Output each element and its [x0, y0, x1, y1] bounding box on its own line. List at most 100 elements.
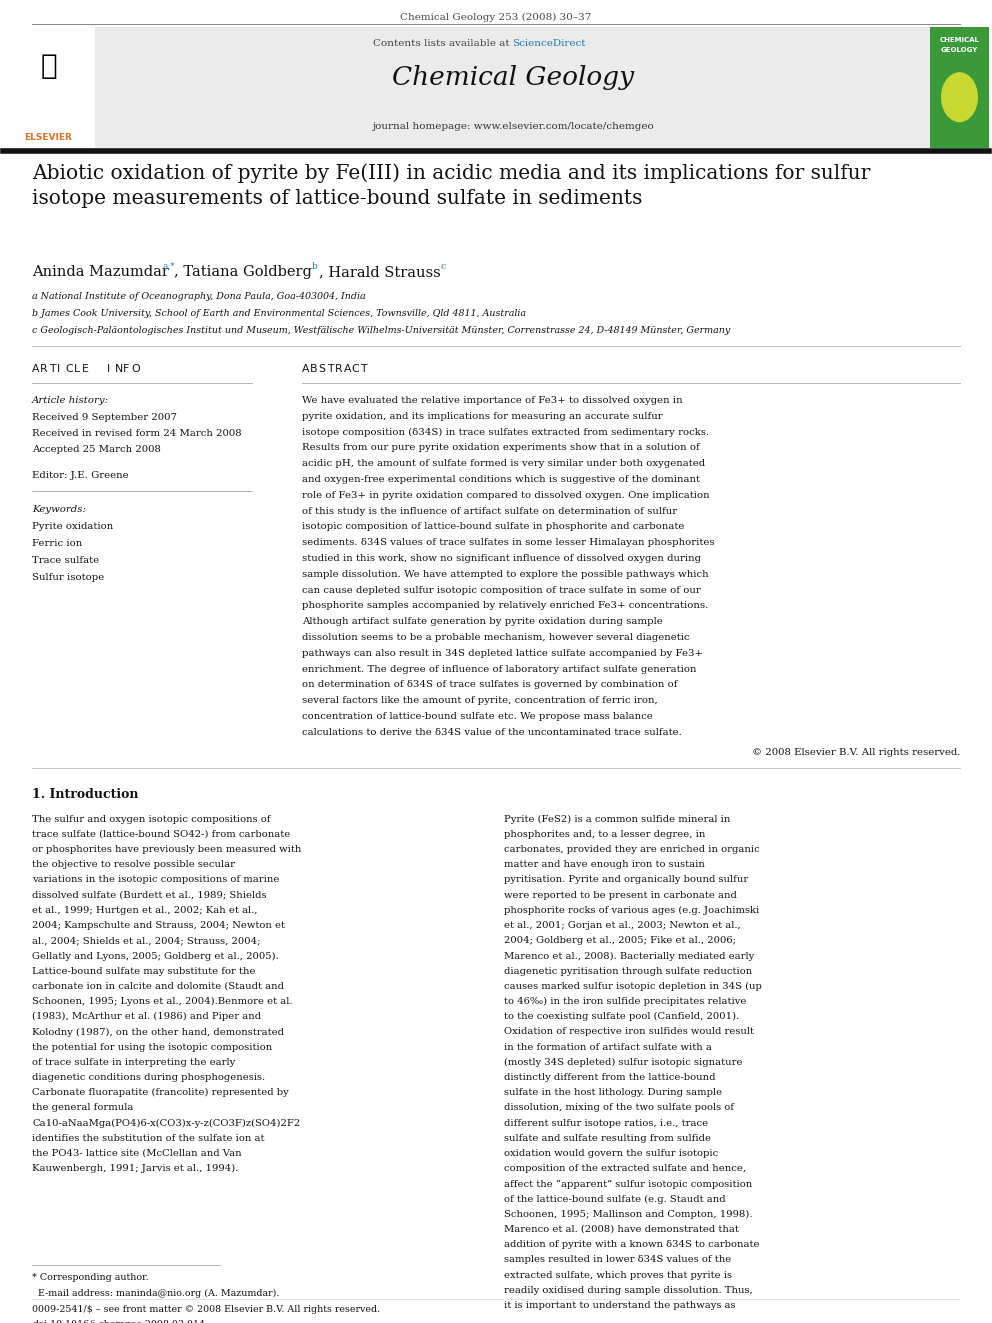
Text: 0009-2541/$ – see front matter © 2008 Elsevier B.V. All rights reserved.: 0009-2541/$ – see front matter © 2008 El…	[32, 1304, 380, 1314]
Text: ScienceDirect: ScienceDirect	[513, 38, 586, 48]
Text: 1. Introduction: 1. Introduction	[32, 787, 139, 800]
Text: et al., 2001; Gorjan et al., 2003; Newton et al.,: et al., 2001; Gorjan et al., 2003; Newto…	[504, 921, 741, 930]
Text: Although artifact sulfate generation by pyrite oxidation during sample: Although artifact sulfate generation by …	[302, 618, 663, 626]
Text: Abiotic oxidation of pyrite by Fe(III) in acidic media and its implications for : Abiotic oxidation of pyrite by Fe(III) i…	[32, 163, 870, 209]
Text: different sulfur isotope ratios, i.e., trace: different sulfur isotope ratios, i.e., t…	[504, 1119, 708, 1127]
Text: (1983), McArthur et al. (1986) and Piper and: (1983), McArthur et al. (1986) and Piper…	[32, 1012, 261, 1021]
Text: F: F	[123, 364, 130, 374]
Text: can cause depleted sulfur isotopic composition of trace sulfate in some of our: can cause depleted sulfur isotopic compo…	[302, 586, 700, 594]
Text: c: c	[440, 262, 445, 271]
Text: sulfate and sulfate resulting from sulfide: sulfate and sulfate resulting from sulfi…	[504, 1134, 711, 1143]
Text: doi:10.1016/j.chemgeo.2008.03.014: doi:10.1016/j.chemgeo.2008.03.014	[32, 1320, 205, 1323]
Text: dissolved sulfate (Burdett et al., 1989; Shields: dissolved sulfate (Burdett et al., 1989;…	[32, 890, 267, 900]
Text: of this study is the influence of artifact sulfate on determination of sulfur: of this study is the influence of artifa…	[302, 507, 678, 516]
Text: Received 9 September 2007: Received 9 September 2007	[32, 413, 177, 422]
Text: dissolution, mixing of the two sulfate pools of: dissolution, mixing of the two sulfate p…	[504, 1103, 734, 1113]
Text: N: N	[115, 364, 123, 374]
Text: R: R	[41, 364, 48, 374]
Text: to the coexisting sulfate pool (Canfield, 2001).: to the coexisting sulfate pool (Canfield…	[504, 1012, 739, 1021]
Text: studied in this work, show no significant influence of dissolved oxygen during: studied in this work, show no significan…	[302, 554, 701, 564]
Text: or phosphorites have previously been measured with: or phosphorites have previously been mea…	[32, 845, 302, 855]
Text: B: B	[310, 364, 317, 374]
Text: journal homepage: www.elsevier.com/locate/chemgeo: journal homepage: www.elsevier.com/locat…	[372, 122, 654, 131]
Text: 🌲: 🌲	[41, 52, 57, 79]
Text: carbonates, provided they are enriched in organic: carbonates, provided they are enriched i…	[504, 845, 760, 855]
Text: ELSEVIER: ELSEVIER	[25, 134, 72, 143]
Text: variations in the isotopic compositions of marine: variations in the isotopic compositions …	[32, 876, 280, 884]
Text: the general formula: the general formula	[32, 1103, 133, 1113]
Text: al., 2004; Shields et al., 2004; Strauss, 2004;: al., 2004; Shields et al., 2004; Strauss…	[32, 937, 261, 945]
Text: Ferric ion: Ferric ion	[32, 538, 82, 548]
Text: sample dissolution. We have attempted to explore the possible pathways which: sample dissolution. We have attempted to…	[302, 570, 708, 578]
Text: Keywords:: Keywords:	[32, 505, 86, 515]
Ellipse shape	[941, 73, 978, 122]
Text: acidic pH, the amount of sulfate formed is very similar under both oxygenated: acidic pH, the amount of sulfate formed …	[302, 459, 705, 468]
Text: role of Fe3+ in pyrite oxidation compared to dissolved oxygen. One implication: role of Fe3+ in pyrite oxidation compare…	[302, 491, 709, 500]
Text: several factors like the amount of pyrite, concentration of ferric iron,: several factors like the amount of pyrit…	[302, 696, 658, 705]
Text: distinctly different from the lattice-bound: distinctly different from the lattice-bo…	[504, 1073, 715, 1082]
Text: A: A	[32, 364, 40, 374]
Text: 2004; Kampschulte and Strauss, 2004; Newton et: 2004; Kampschulte and Strauss, 2004; New…	[32, 921, 285, 930]
Text: the PO43- lattice site (McClellan and Van: the PO43- lattice site (McClellan and Va…	[32, 1148, 242, 1158]
Text: The sulfur and oxygen isotopic compositions of: The sulfur and oxygen isotopic compositi…	[32, 815, 271, 824]
Text: Oxidation of respective iron sulfides would result: Oxidation of respective iron sulfides wo…	[504, 1028, 754, 1036]
Text: the potential for using the isotopic composition: the potential for using the isotopic com…	[32, 1043, 272, 1052]
Text: of the lattice-bound sulfate (e.g. Staudt and: of the lattice-bound sulfate (e.g. Staud…	[504, 1195, 725, 1204]
Text: causes marked sulfur isotopic depletion in 34S (up: causes marked sulfur isotopic depletion …	[504, 982, 762, 991]
Text: phosphorite rocks of various ages (e.g. Joachimski: phosphorite rocks of various ages (e.g. …	[504, 906, 759, 916]
Text: Article history:: Article history:	[32, 396, 109, 405]
Text: isotope composition (δ34S) in trace sulfates extracted from sedimentary rocks.: isotope composition (δ34S) in trace sulf…	[302, 427, 709, 437]
Text: Marenco et al. (2008) have demonstrated that: Marenco et al. (2008) have demonstrated …	[504, 1225, 739, 1234]
Text: * Corresponding author.: * Corresponding author.	[32, 1273, 149, 1282]
Text: diagenetic conditions during phosphogenesis.: diagenetic conditions during phosphogene…	[32, 1073, 265, 1082]
Text: Chemical Geology: Chemical Geology	[392, 65, 634, 90]
Text: Schoonen, 1995; Mallinson and Compton, 1998).: Schoonen, 1995; Mallinson and Compton, 1…	[504, 1209, 753, 1218]
Text: phosphorite samples accompanied by relatively enriched Fe3+ concentrations.: phosphorite samples accompanied by relat…	[302, 602, 708, 610]
Bar	[95, 26, 930, 148]
Text: oxidation would govern the sulfur isotopic: oxidation would govern the sulfur isotop…	[504, 1148, 718, 1158]
Text: it is important to understand the pathways as: it is important to understand the pathwa…	[504, 1301, 735, 1310]
Bar	[3, 26, 93, 148]
Text: Gellatly and Lyons, 2005; Goldberg et al., 2005).: Gellatly and Lyons, 2005; Goldberg et al…	[32, 951, 279, 960]
Text: Chemical Geology 253 (2008) 30–37: Chemical Geology 253 (2008) 30–37	[401, 13, 591, 22]
Text: Marenco et al., 2008). Bacterially mediated early: Marenco et al., 2008). Bacterially media…	[504, 951, 754, 960]
Text: were reported to be present in carbonate and: were reported to be present in carbonate…	[504, 890, 737, 900]
Text: a National Institute of Oceanography, Dona Paula, Goa-403004, India: a National Institute of Oceanography, Do…	[32, 292, 366, 302]
Text: affect the “apparent” sulfur isotopic composition: affect the “apparent” sulfur isotopic co…	[504, 1179, 752, 1189]
Text: diagenetic pyritisation through sulfate reduction: diagenetic pyritisation through sulfate …	[504, 967, 752, 975]
Text: Carbonate fluorapatite (francolite) represented by: Carbonate fluorapatite (francolite) repr…	[32, 1089, 289, 1097]
Text: 2004; Goldberg et al., 2005; Fike et al., 2006;: 2004; Goldberg et al., 2005; Fike et al.…	[504, 937, 736, 945]
Text: a,*: a,*	[162, 262, 175, 271]
Text: E-mail address: maninda@nio.org (A. Mazumdar).: E-mail address: maninda@nio.org (A. Mazu…	[32, 1289, 280, 1298]
Text: A: A	[343, 364, 351, 374]
Text: © 2008 Elsevier B.V. All rights reserved.: © 2008 Elsevier B.V. All rights reserved…	[752, 747, 960, 757]
Text: Accepted 25 March 2008: Accepted 25 March 2008	[32, 446, 161, 455]
Text: I: I	[107, 364, 110, 374]
Text: Kauwenbergh, 1991; Jarvis et al., 1994).: Kauwenbergh, 1991; Jarvis et al., 1994).	[32, 1164, 238, 1174]
Text: S: S	[318, 364, 325, 374]
Text: calculations to derive the δ34S value of the uncontaminated trace sulfate.: calculations to derive the δ34S value of…	[302, 728, 682, 737]
Text: I: I	[57, 364, 61, 374]
Text: A: A	[302, 364, 310, 374]
Text: Lattice-bound sulfate may substitute for the: Lattice-bound sulfate may substitute for…	[32, 967, 256, 975]
Text: b: b	[312, 262, 317, 271]
Text: Ca10-aNaaMga(PO4)6-x(CO3)x-y-z(CO3F)z(SO4)2F2: Ca10-aNaaMga(PO4)6-x(CO3)x-y-z(CO3F)z(SO…	[32, 1119, 301, 1127]
Text: samples resulted in lower δ34S values of the: samples resulted in lower δ34S values of…	[504, 1256, 731, 1265]
Text: and oxygen-free experimental conditions which is suggestive of the dominant: and oxygen-free experimental conditions …	[302, 475, 700, 484]
Text: C: C	[65, 364, 72, 374]
Text: pyrite oxidation, and its implications for measuring an accurate sulfur: pyrite oxidation, and its implications f…	[302, 411, 663, 421]
Text: CHEMICAL: CHEMICAL	[939, 37, 979, 44]
Text: dissolution seems to be a probable mechanism, however several diagenetic: dissolution seems to be a probable mecha…	[302, 632, 689, 642]
Text: L: L	[73, 364, 79, 374]
Text: composition of the extracted sulfate and hence,: composition of the extracted sulfate and…	[504, 1164, 746, 1174]
Text: trace sulfate (lattice-bound SO42-) from carbonate: trace sulfate (lattice-bound SO42-) from…	[32, 830, 291, 839]
Text: in the formation of artifact sulfate with a: in the formation of artifact sulfate wit…	[504, 1043, 712, 1052]
Text: Aninda Mazumdar: Aninda Mazumdar	[32, 265, 174, 279]
Text: C: C	[352, 364, 359, 374]
Text: enrichment. The degree of influence of laboratory artifact sulfate generation: enrichment. The degree of influence of l…	[302, 664, 696, 673]
Text: extracted sulfate, which proves that pyrite is: extracted sulfate, which proves that pyr…	[504, 1270, 732, 1279]
Text: R: R	[335, 364, 343, 374]
Text: Editor: J.E. Greene: Editor: J.E. Greene	[32, 471, 129, 480]
Text: phosphorites and, to a lesser degree, in: phosphorites and, to a lesser degree, in	[504, 830, 705, 839]
Text: matter and have enough iron to sustain: matter and have enough iron to sustain	[504, 860, 705, 869]
